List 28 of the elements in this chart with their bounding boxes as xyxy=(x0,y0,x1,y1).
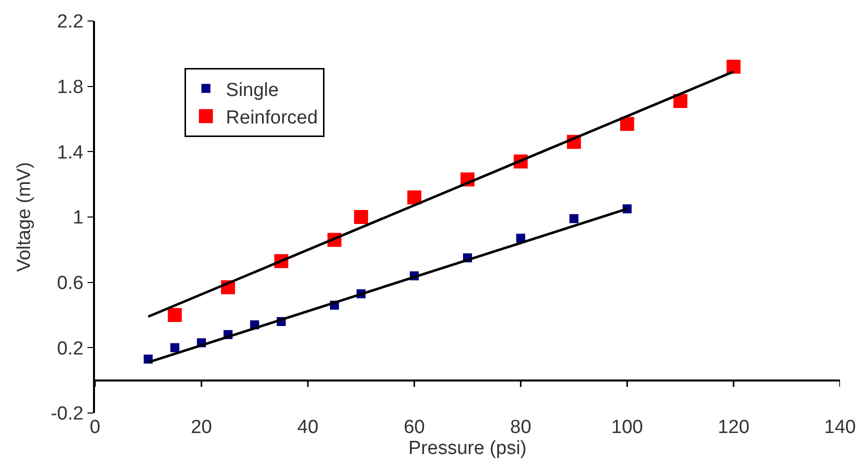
point xyxy=(407,190,422,204)
x-tick-label: 60 xyxy=(404,417,425,438)
x-axis-title: Pressure (psi) xyxy=(408,438,527,459)
y-tick-label: 1.8 xyxy=(57,76,84,98)
x-tick-label: 40 xyxy=(297,417,318,438)
point xyxy=(726,60,741,74)
x-tick-label: 0 xyxy=(90,417,100,438)
y-tick-label: 1.4 xyxy=(57,142,84,164)
y-tick-label: -0.2 xyxy=(50,404,84,425)
point xyxy=(516,234,526,243)
y-axis-title: Voltage (mV) xyxy=(14,162,36,272)
point xyxy=(170,343,180,352)
point xyxy=(673,94,688,108)
y-tick-label: 2.2 xyxy=(57,12,84,33)
y-tick-label: 1 xyxy=(72,208,84,229)
point xyxy=(620,116,634,131)
legend-label: Single xyxy=(226,80,279,101)
legend-label: Reinforced xyxy=(226,108,318,128)
x-tick-label: 20 xyxy=(190,417,212,438)
point xyxy=(569,214,578,224)
y-tick-label: 0.2 xyxy=(57,338,84,360)
point xyxy=(354,210,368,224)
x-tick-label: 140 xyxy=(824,417,856,438)
x-tick-label: 80 xyxy=(510,417,532,438)
x-tick-label: 120 xyxy=(718,417,750,438)
point xyxy=(168,308,182,322)
x-tick-label: 100 xyxy=(611,417,643,438)
y-tick-label: 0.6 xyxy=(57,272,84,294)
